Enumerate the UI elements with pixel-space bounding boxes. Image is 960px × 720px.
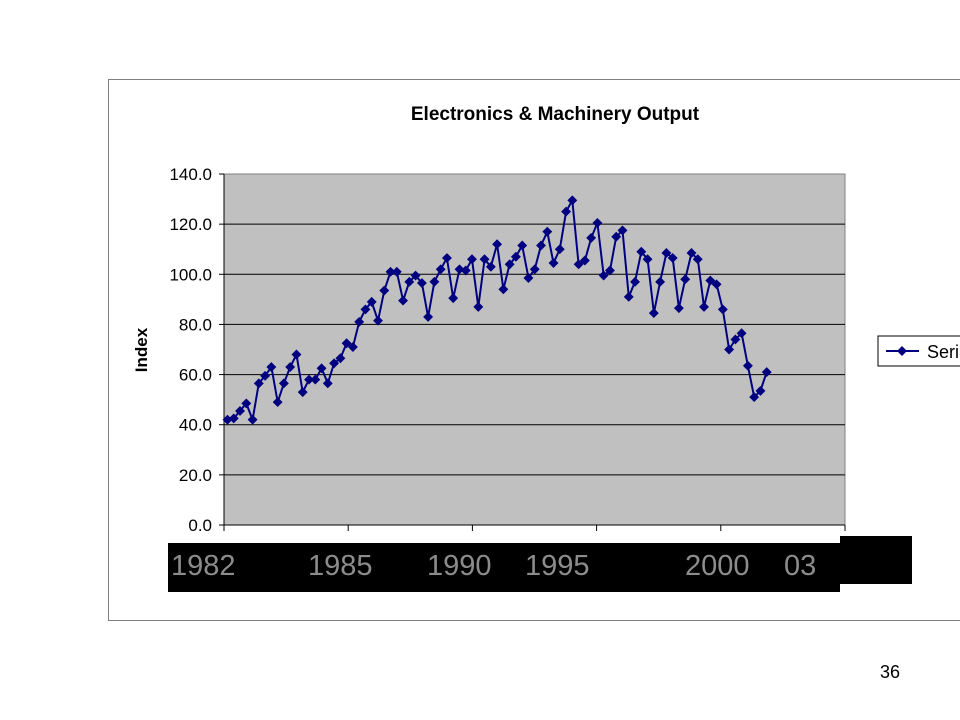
- data-point: [404, 276, 415, 287]
- x-axis: [223, 524, 846, 531]
- data-point: [423, 311, 434, 322]
- data-point: [699, 301, 709, 312]
- plot-area: [223, 173, 846, 526]
- page-number: 36: [880, 662, 901, 682]
- y-axis-label: Index: [132, 327, 151, 372]
- data-point: [448, 293, 459, 304]
- data-point: [492, 239, 503, 250]
- data-point: [366, 296, 377, 307]
- data-point: [391, 266, 402, 277]
- data-point: [586, 232, 597, 243]
- data-point: [673, 303, 684, 314]
- data-point: [548, 258, 559, 268]
- y-tick-label: 20.0: [179, 466, 212, 485]
- data-point: [536, 240, 546, 251]
- data-point: [761, 367, 772, 378]
- legend-label: Seri: [927, 342, 959, 362]
- data-point: [297, 387, 308, 398]
- chart-title: Electronics & Machinery Output: [411, 104, 700, 125]
- data-point: [335, 353, 346, 364]
- y-axis: 0.0 20.0 40.0 60.0 80.0 100.0 120.0 140.0: [169, 165, 225, 535]
- line-chart: Electronics & Machinery Output 0.0 20.0 40…: [132, 104, 960, 535]
- data-point: [379, 285, 390, 296]
- data-point: [373, 315, 383, 326]
- data-point: [285, 362, 296, 372]
- data-point: [479, 254, 490, 265]
- year-label-1985: 1985: [308, 550, 373, 582]
- data-point: [454, 264, 465, 275]
- y-tick-label: 80.0: [179, 315, 212, 334]
- data-point: [429, 276, 440, 287]
- data-point: [517, 240, 528, 251]
- data-point: [542, 226, 553, 237]
- legend-marker: [897, 346, 907, 356]
- data-point: [416, 278, 427, 289]
- year-label-1990: 1990: [427, 550, 492, 582]
- overlay-block: [840, 536, 912, 584]
- data-point: [705, 275, 716, 286]
- year-label-03: 03: [784, 550, 817, 582]
- data-point: [398, 295, 409, 306]
- legend: Seri: [877, 335, 960, 367]
- data-point: [680, 274, 691, 285]
- data-point: [354, 316, 365, 327]
- data-point: [730, 334, 741, 345]
- data-point: [435, 264, 446, 275]
- data-point: [749, 392, 760, 403]
- y-tick-label: 60.0: [179, 366, 212, 385]
- data-point: [347, 342, 358, 352]
- year-label-1995: 1995: [525, 550, 590, 582]
- year-label-1982: 1982: [171, 550, 236, 582]
- year-label-bar: 1982 1985 1990 1995 2000 03: [168, 543, 840, 592]
- data-point: [266, 362, 277, 372]
- data-point: [755, 385, 766, 396]
- data-point: [410, 270, 421, 281]
- data-point: [630, 276, 640, 287]
- data-point: [561, 206, 572, 217]
- data-point: [272, 397, 283, 408]
- data-point: [724, 344, 735, 355]
- data-point: [304, 374, 314, 385]
- data-point: [341, 338, 352, 349]
- data-point: [742, 360, 753, 371]
- data-point: [310, 374, 321, 385]
- y-tick-label: 120.0: [169, 215, 212, 234]
- year-label-2000: 2000: [685, 550, 750, 582]
- data-point: [655, 276, 666, 287]
- y-tick-label: 100.0: [169, 265, 212, 284]
- data-point: [460, 265, 471, 276]
- chart-area: Electronics & Machinery Output 0.0 20.0 40…: [108, 79, 960, 621]
- data-point: [322, 378, 333, 389]
- y-tick-label: 140.0: [169, 165, 212, 184]
- data-point: [605, 265, 615, 276]
- data-point: [222, 414, 233, 425]
- y-tick-label: 0.0: [188, 516, 212, 535]
- data-point: [567, 195, 578, 206]
- gridlines: [224, 223, 845, 476]
- data-point: [241, 398, 252, 409]
- y-tick-label: 40.0: [179, 416, 212, 435]
- data-point: [247, 414, 258, 425]
- data-point: [592, 217, 603, 228]
- data-point: [473, 301, 484, 312]
- data-point: [441, 253, 452, 263]
